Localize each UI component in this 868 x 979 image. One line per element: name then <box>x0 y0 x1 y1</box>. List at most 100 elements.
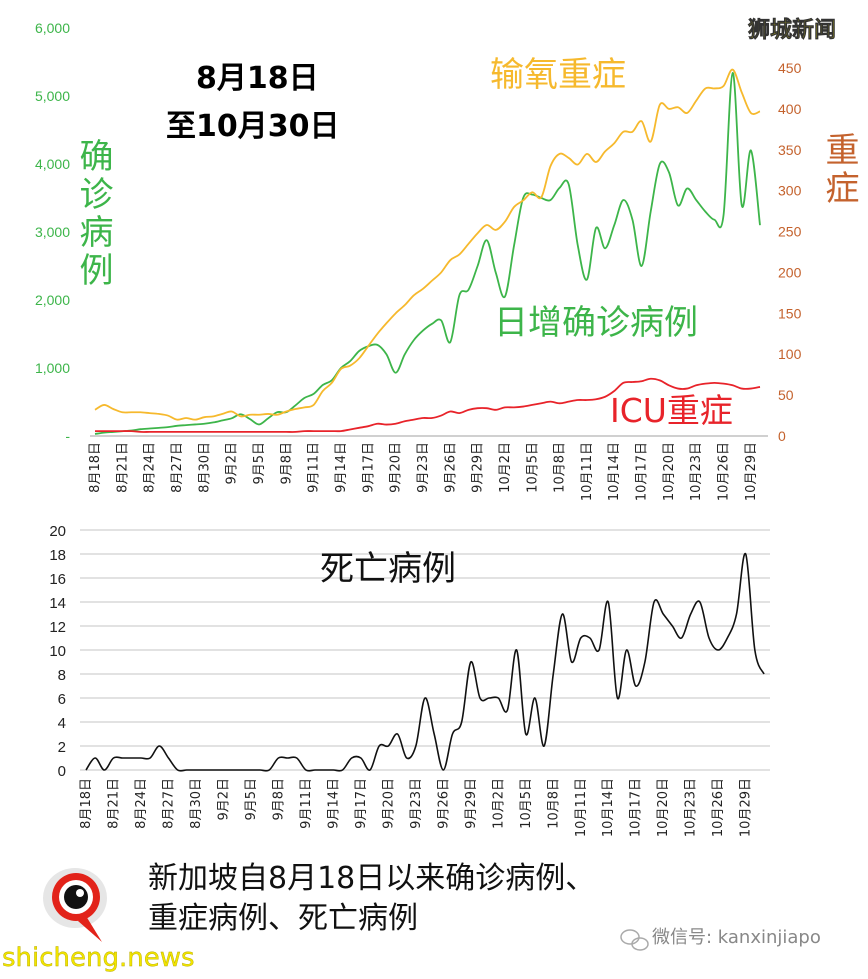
x-axis-tick-label: 10月11日 <box>580 442 595 501</box>
x-axis-tick-label: 9月11日 <box>307 442 322 493</box>
x-axis-tick-label: 8月24日 <box>134 778 149 829</box>
x-axis-tick-label: 10月20日 <box>656 778 671 837</box>
y-axis-tick-label: 10 <box>49 643 66 660</box>
right-axis-tick-label: 450 <box>778 60 802 76</box>
left-axis-tick-label: 4,000 <box>35 156 70 172</box>
x-axis-tick-label: 10月14日 <box>601 778 616 837</box>
y-axis-tick-label: 20 <box>49 523 66 540</box>
x-axis-tick-label: 8月18日 <box>88 442 103 493</box>
x-axis-tick-label: 9月29日 <box>471 442 486 493</box>
y-axis-tick-label: 16 <box>49 571 66 588</box>
x-axis-tick-label: 8月27日 <box>170 442 185 493</box>
icu-line <box>95 377 761 433</box>
x-axis-tick-label: 10月29日 <box>744 442 759 501</box>
deaths-line <box>85 553 765 772</box>
x-axis-tick-label: 8月18日 <box>79 778 94 829</box>
bottom-chart: 0 2 4 6 8 10 12 14 16 18 20 8月18日 8月21日 8月24日 8月27日 8月3… <box>49 523 770 837</box>
right-axis-tick-label: 350 <box>778 142 802 158</box>
left-axis-tick-label: 3,000 <box>35 224 70 240</box>
x-axis-tick-label: 10月8日 <box>546 778 561 829</box>
cases-line <box>94 71 761 435</box>
caption-line1: 新加坡自8月18日以来确诊病例、 <box>148 861 596 896</box>
x-axis-tick-label: 8月30日 <box>189 778 204 829</box>
x-axis-tick-label: 10月5日 <box>519 778 534 829</box>
x-axis-tick-label: 9月20日 <box>389 442 404 493</box>
x-axis-tick-label: 9月23日 <box>416 442 431 493</box>
legend-oxygen: 输氧重症 <box>490 55 626 95</box>
x-axis-tick-label: 9月8日 <box>271 778 286 821</box>
x-axis-tick-label: 9月29日 <box>464 778 479 829</box>
x-axis-tick-label: 10月20日 <box>662 442 677 501</box>
left-axis-tick-label: 2,000 <box>35 292 70 308</box>
right-axis-tick-label: 200 <box>778 264 802 280</box>
right-axis-tick-label: 300 <box>778 183 802 199</box>
x-axis-tick-label: 9月17日 <box>361 442 376 493</box>
deaths-title: 死亡病例 <box>320 549 456 589</box>
y-axis-tick-label: 18 <box>49 547 66 564</box>
x-axis-tick-label: 10月5日 <box>525 442 540 493</box>
chart-title-line1: 8月18日 <box>196 61 319 96</box>
legend-cases: 日增确诊病例 <box>494 303 698 343</box>
x-axis-tick-label: 10月17日 <box>635 442 650 501</box>
x-axis-tick-label: 8月27日 <box>161 778 176 829</box>
y-axis-tick-label: 2 <box>58 739 66 756</box>
left-axis-tick-label: 5,000 <box>35 88 70 104</box>
wechat-icon <box>620 929 649 951</box>
left-axis-tick-label: - <box>65 428 70 444</box>
x-axis-tick-label: 10月17日 <box>629 778 644 837</box>
x-axis-tick-label: 8月21日 <box>115 442 130 493</box>
right-axis-tick-label: 0 <box>778 428 786 444</box>
x-axis-tick-label: 10月29日 <box>739 778 754 837</box>
x-axis-tick-label: 10月8日 <box>553 442 568 493</box>
x-axis-tick-label: 9月5日 <box>244 778 259 821</box>
x-axis-tick-label: 9月5日 <box>252 442 267 485</box>
top-chart: - 1,000 2,000 3,000 4,000 5,000 6,000 0 50 100 150… <box>35 20 802 501</box>
x-axis-tick-label: 8月30日 <box>197 442 212 493</box>
x-axis-tick-label: 9月26日 <box>436 778 451 829</box>
x-axis-tick-label: 9月20日 <box>381 778 396 829</box>
x-axis-tick-label: 9月26日 <box>443 442 458 493</box>
x-axis-tick-label: 9月17日 <box>354 778 369 829</box>
right-axis-tick-label: 150 <box>778 305 802 321</box>
x-axis-tick-label: 10月2日 <box>491 778 506 829</box>
y-axis-tick-label: 8 <box>58 667 66 684</box>
x-axis-tick-label: 9月8日 <box>279 442 294 485</box>
right-axis-tick-label: 250 <box>778 224 802 240</box>
oxygen-severe-line <box>94 68 761 421</box>
x-axis-tick-label: 10月11日 <box>574 778 589 837</box>
x-axis-tick-label: 10月23日 <box>689 442 704 501</box>
x-axis-tick-label: 10月14日 <box>607 442 622 501</box>
x-axis-tick-label: 9月23日 <box>409 778 424 829</box>
x-axis-tick-label: 9月14日 <box>326 778 341 829</box>
caption-line2: 重症病例、死亡病例 <box>148 901 418 936</box>
right-axis-tick-label: 50 <box>778 387 794 403</box>
x-axis-tick-label: 9月2日 <box>216 778 231 821</box>
watermark-top: 狮城新闻 <box>748 18 837 43</box>
x-axis-tick-label: 10月26日 <box>711 778 726 837</box>
y-axis-tick-label: 0 <box>58 763 66 780</box>
legend-icu: ICU重症 <box>610 391 733 430</box>
x-axis-tick-label: 10月26日 <box>717 442 732 501</box>
x-axis-tick-label: 8月21日 <box>106 778 121 829</box>
logo-icon <box>43 868 107 942</box>
x-axis-tick-label: 9月11日 <box>299 778 314 829</box>
left-axis-tick-label: 1,000 <box>35 360 70 376</box>
chart-title-line2: 至10月30日 <box>166 109 340 144</box>
wechat-id: 微信号: kanxinjiapo <box>652 927 821 948</box>
right-axis-tick-label: 400 <box>778 101 802 117</box>
x-axis-tick-label: 10月23日 <box>684 778 699 837</box>
y-axis-tick-label: 12 <box>49 619 66 636</box>
right-axis-tick-label: 100 <box>778 346 802 362</box>
x-axis-tick-label: 9月2日 <box>225 442 240 485</box>
y-axis-tick-label: 4 <box>58 715 66 732</box>
y-axis-tick-label: 14 <box>49 595 66 612</box>
watermark-bottom: shicheng.news <box>2 943 195 973</box>
right-axis-label: 重症 <box>819 132 859 208</box>
left-axis-tick-label: 6,000 <box>35 20 70 36</box>
x-axis-tick-label: 9月14日 <box>334 442 349 493</box>
y-axis-tick-label: 6 <box>58 691 66 708</box>
x-axis-tick-label: 8月24日 <box>143 442 158 493</box>
x-axis-tick-label: 10月2日 <box>498 442 513 493</box>
